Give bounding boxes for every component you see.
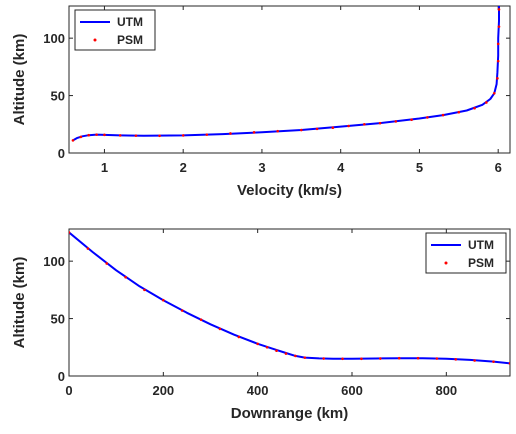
series-psm-point <box>256 342 259 346</box>
series-psm-point <box>331 126 335 130</box>
series-psm-point <box>426 116 429 119</box>
y-tick-label: 50 <box>51 312 65 327</box>
x-tick-label: 3 <box>258 160 265 175</box>
series-psm-point <box>275 349 278 353</box>
series-psm-point <box>435 357 439 360</box>
legend: UTM PSM <box>74 9 156 51</box>
x-tick-label: 1 <box>101 160 108 175</box>
series-psm-point <box>229 132 232 135</box>
series-psm-point <box>95 133 98 136</box>
series-psm-point <box>303 356 307 359</box>
series-psm-point <box>496 77 499 80</box>
series-psm-point <box>508 362 510 365</box>
x-tick-label: 6 <box>495 160 502 175</box>
series-psm-point <box>118 134 122 137</box>
series-psm-point <box>410 118 413 121</box>
series-psm-point <box>378 357 382 360</box>
y-axis-label: Altitude (km) <box>11 257 28 349</box>
series-psm-point <box>497 8 501 11</box>
downrange-altitude-chart: 0 200 400 600 800 0 50 100 Downrange (km) Altitud… <box>11 228 511 422</box>
plot-data <box>71 6 501 142</box>
x-axis-label: Downrange (km) <box>231 405 349 422</box>
series-psm-point <box>205 133 209 136</box>
series-psm-point <box>496 59 500 63</box>
x-axis-label: Velocity (km/s) <box>237 182 342 199</box>
series-psm-point <box>276 129 279 133</box>
series-psm-point <box>300 128 303 132</box>
x-tick-label: 5 <box>416 160 423 175</box>
series-psm-point <box>473 359 476 362</box>
legend-box <box>74 9 156 51</box>
x-tick-label: 2 <box>180 160 187 175</box>
legend-psm-label: PSM <box>117 33 143 47</box>
x-tick-label: 400 <box>247 383 269 398</box>
series-psm-point <box>496 42 500 46</box>
y-tick-label: 0 <box>58 146 65 161</box>
series-psm-point <box>252 131 256 134</box>
legend-utm-label: UTM <box>117 15 143 29</box>
series-psm-point <box>454 358 458 361</box>
series-psm-point <box>315 127 319 131</box>
series-psm-point <box>86 247 90 250</box>
series-psm-point <box>265 345 269 349</box>
plot-data <box>69 231 510 365</box>
series-psm-point <box>103 133 106 137</box>
legend: UTM PSM <box>425 232 507 274</box>
series-psm-point <box>363 122 366 126</box>
x-tick-label: 600 <box>341 383 363 398</box>
series-utm-line <box>72 6 500 142</box>
legend-box <box>425 232 507 274</box>
series-psm-point <box>158 134 161 138</box>
y-axis-label: Altitude (km) <box>11 34 28 126</box>
series-psm-point <box>457 110 461 114</box>
series-psm-point <box>497 25 501 28</box>
series-psm-point <box>143 288 146 292</box>
legend-psm-label: PSM <box>468 256 494 270</box>
series-psm-point <box>294 354 297 358</box>
series-psm-point <box>360 357 363 361</box>
y-tick-label: 100 <box>43 31 65 46</box>
series-psm-point <box>199 318 203 322</box>
series-psm-point <box>162 298 165 302</box>
legend-psm-swatch <box>93 38 97 42</box>
series-psm-point <box>181 134 185 137</box>
legend-utm-label: UTM <box>468 238 494 252</box>
legend-psm-swatch <box>444 261 448 265</box>
series-psm-point <box>394 120 398 123</box>
series-psm-point <box>341 357 344 361</box>
y-tick-label: 100 <box>43 254 65 269</box>
series-psm-point <box>79 135 83 139</box>
series-psm-point <box>134 134 138 137</box>
x-tick-label: 0 <box>65 383 72 398</box>
series-psm-point <box>492 360 495 363</box>
series-psm-point <box>71 139 75 142</box>
series-psm-point <box>416 356 420 360</box>
series-psm-point <box>124 275 127 279</box>
series-psm-point <box>322 357 325 360</box>
y-tick-label: 50 <box>51 89 65 104</box>
series-psm-point <box>378 121 382 125</box>
series-psm-point <box>441 113 445 117</box>
series-psm-point <box>105 262 109 265</box>
series-psm-point <box>347 124 350 128</box>
x-tick-label: 4 <box>337 160 345 175</box>
y-tick-label: 0 <box>58 369 65 384</box>
series-psm-point <box>284 352 288 355</box>
series-psm-point <box>492 91 496 95</box>
x-tick-label: 800 <box>435 383 457 398</box>
series-psm-point <box>180 309 184 312</box>
series-psm-point <box>473 106 476 110</box>
velocity-altitude-chart: 1 2 3 4 5 6 0 50 100 Velocity (km/s) Altitude (km)… <box>11 5 511 199</box>
series-psm-point <box>87 133 90 137</box>
series-psm-point <box>218 327 222 331</box>
series-psm-point <box>485 101 488 104</box>
x-tick-label: 200 <box>152 383 174 398</box>
series-psm-point <box>69 231 71 234</box>
series-psm-point <box>397 356 401 360</box>
series-psm-point <box>237 335 241 339</box>
